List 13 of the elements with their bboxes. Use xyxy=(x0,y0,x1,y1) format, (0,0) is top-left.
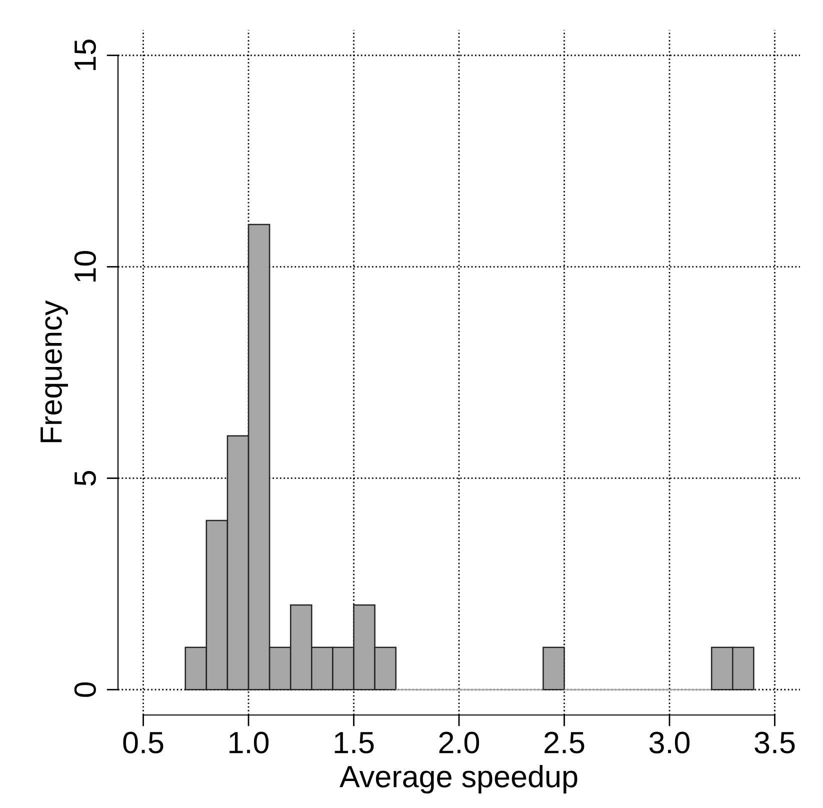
x-tick-label: 1.0 xyxy=(230,732,269,754)
x-axis-title: Average speedup xyxy=(340,765,578,794)
x-tick-label: 1.5 xyxy=(334,732,374,754)
y-tick-label: 0 xyxy=(74,682,96,697)
y-tick-label: 15 xyxy=(74,40,96,70)
y-axis-title: Frequency xyxy=(40,300,68,442)
x-tick-label: 3.5 xyxy=(754,732,795,754)
y-tick-label: 5 xyxy=(74,470,96,486)
x-tick-label: 2.5 xyxy=(544,732,584,754)
y-tick-label: 10 xyxy=(74,250,96,282)
x-tick-label: 2.0 xyxy=(439,732,480,754)
x-tick-label: 3.0 xyxy=(649,732,690,754)
x-tick-label: 0.5 xyxy=(123,732,164,754)
